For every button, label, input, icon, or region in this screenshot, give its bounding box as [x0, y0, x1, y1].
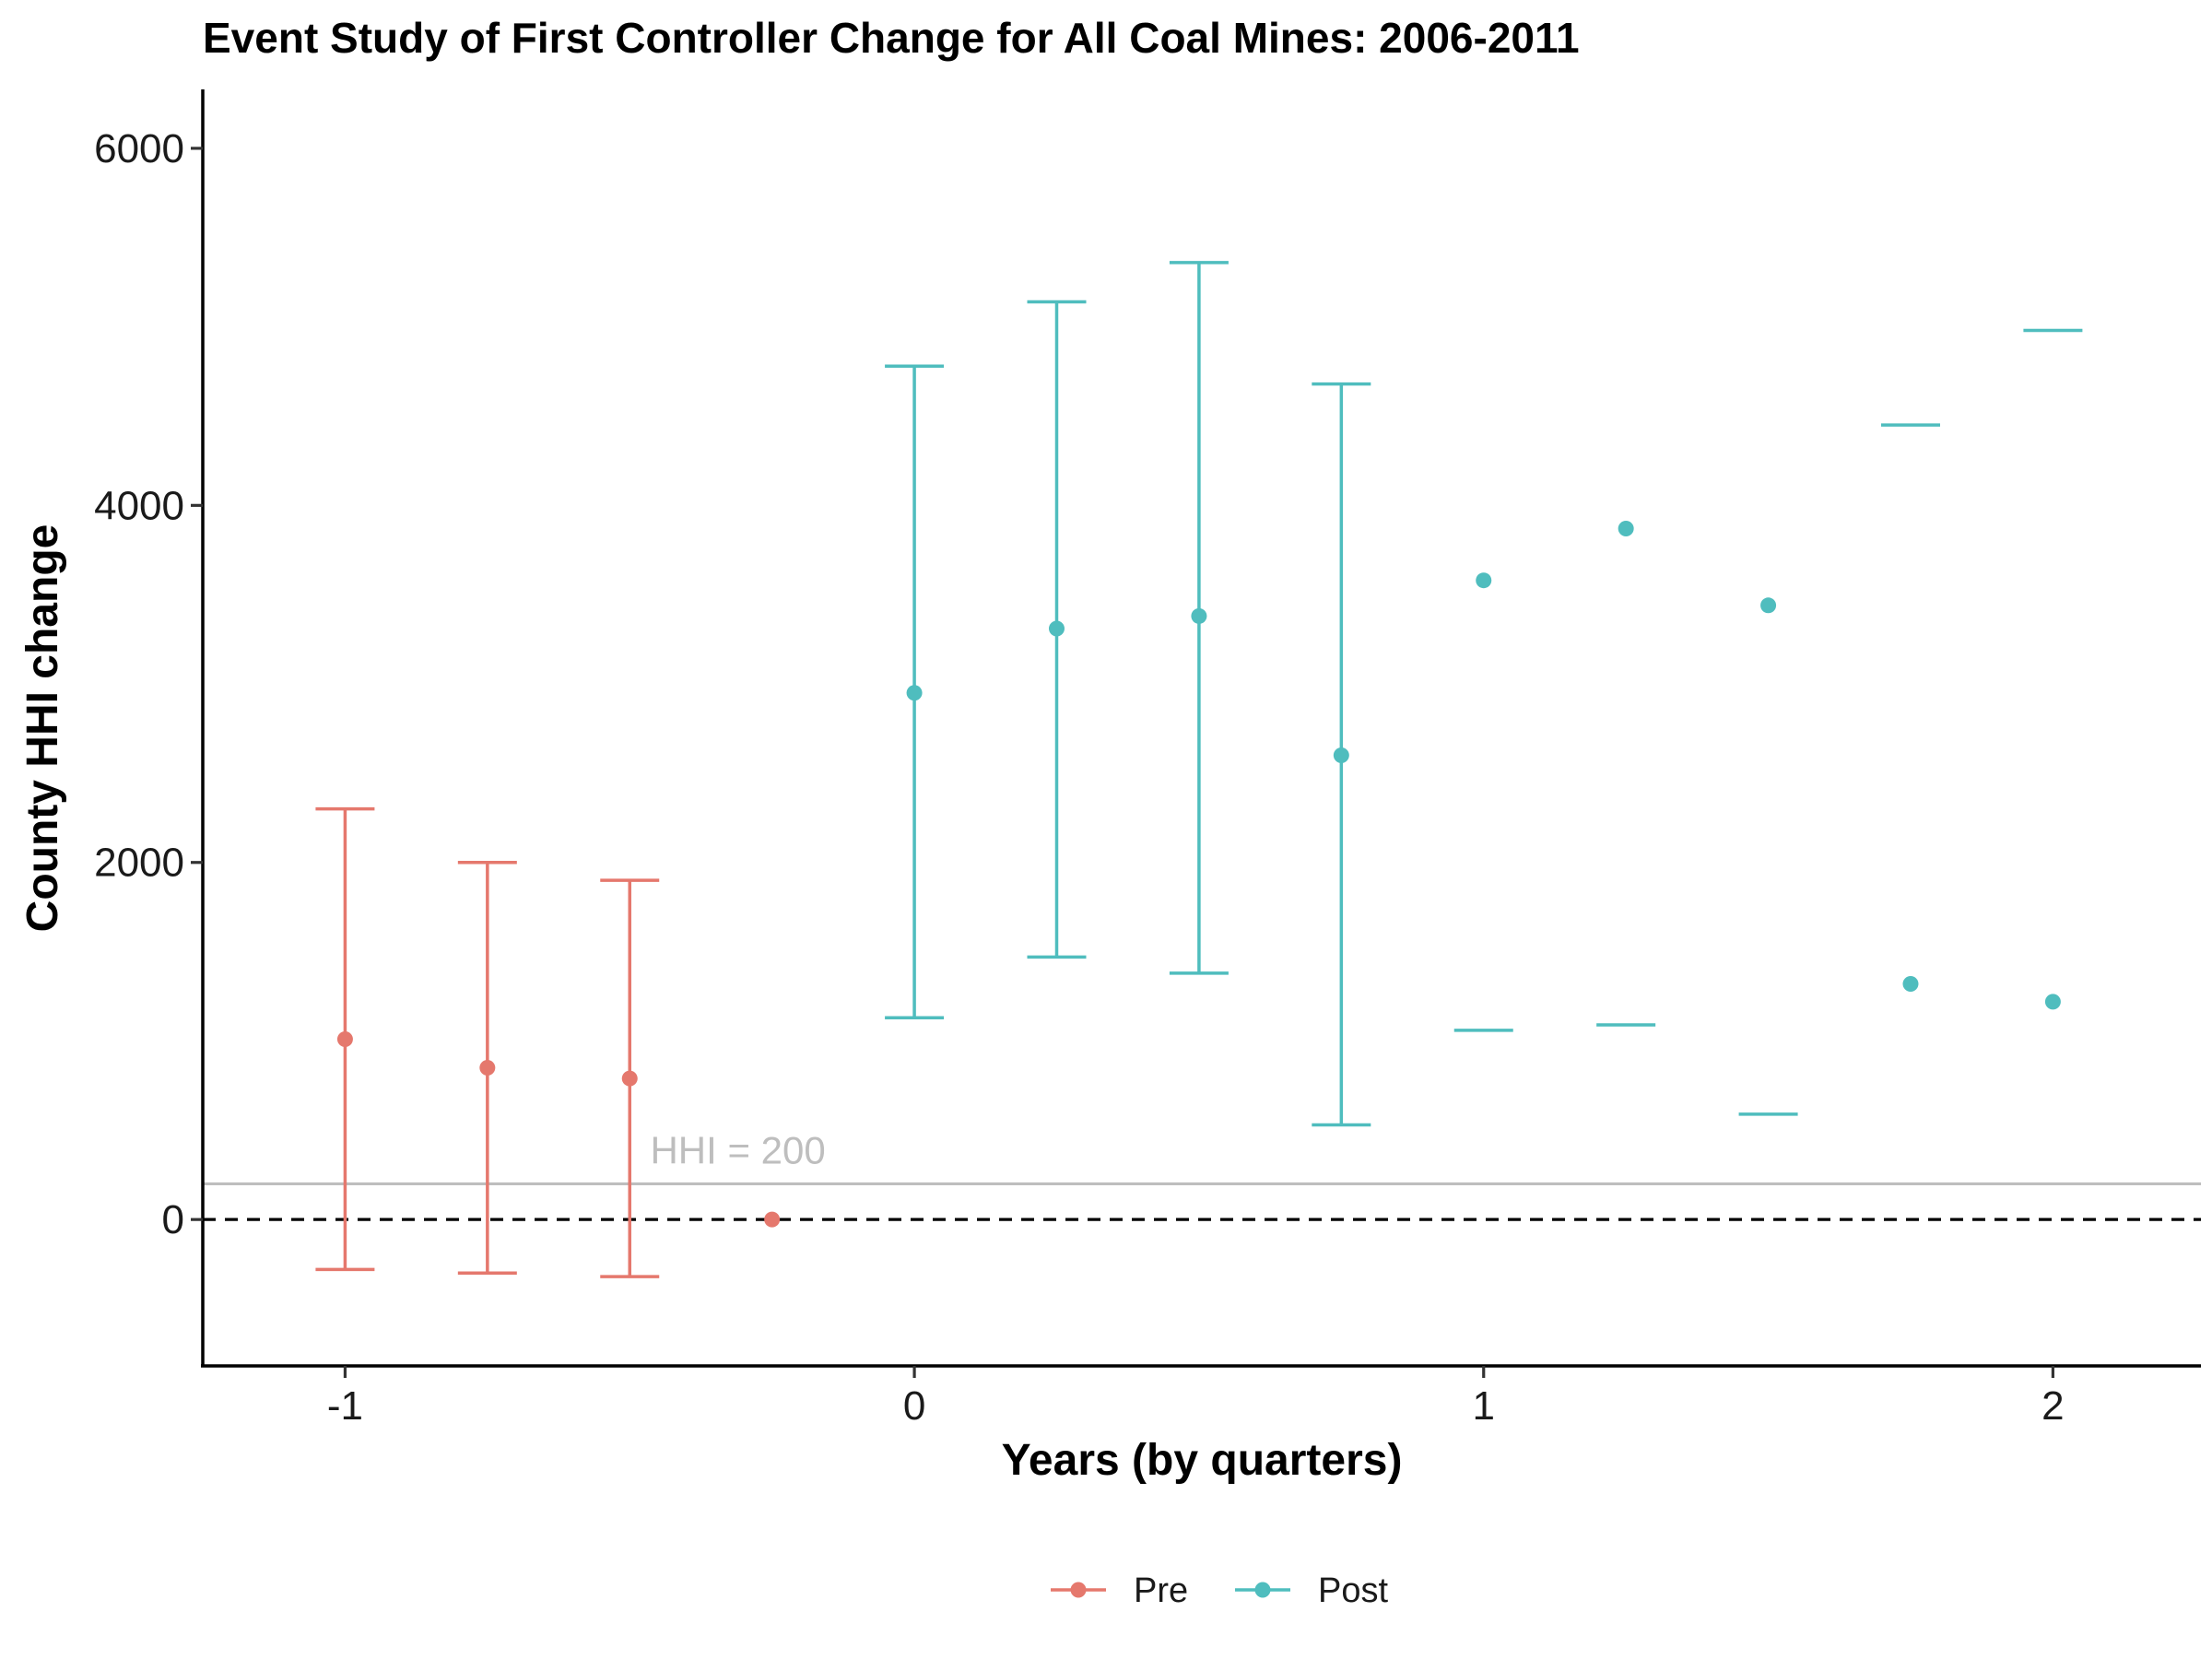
y-tick-label: 4000: [94, 483, 184, 528]
legend-pre-label: Pre: [1134, 1571, 1188, 1610]
y-axis-title: County HHI change: [18, 524, 67, 933]
post-point: [2044, 994, 2061, 1010]
x-axis-title: Years (by quarters): [1002, 1436, 1403, 1485]
legend: Pre Post: [1051, 1571, 1388, 1610]
post-point: [1476, 572, 1492, 589]
plot-area: HHI = 200: [203, 261, 2201, 1278]
x-tick-label: -1: [327, 1383, 363, 1429]
post-point: [1618, 521, 1634, 537]
y-tick-label: 6000: [94, 126, 184, 171]
legend-post-marker: [1254, 1582, 1271, 1598]
post-point: [1760, 597, 1777, 614]
post-point: [906, 685, 923, 701]
y-tick-label: 0: [162, 1197, 184, 1242]
post-point: [1333, 747, 1349, 764]
pre-point: [336, 1031, 353, 1048]
y-tick-label: 2000: [94, 841, 184, 886]
legend-post-label: Post: [1318, 1571, 1388, 1610]
pre-point: [479, 1060, 496, 1077]
x-tick-label: 1: [1473, 1383, 1495, 1429]
hhi-reference-label: HHI = 200: [650, 1128, 825, 1171]
post-point: [1048, 620, 1065, 637]
chart-title: Event Study of First Controller Change f…: [203, 14, 1580, 62]
post-point: [1191, 607, 1207, 624]
x-tick-label: 0: [903, 1383, 925, 1429]
pre-point: [764, 1211, 781, 1228]
pre-point: [621, 1070, 638, 1087]
post-point: [1902, 975, 1919, 992]
legend-pre-marker: [1070, 1582, 1087, 1598]
x-tick-label: 2: [2041, 1383, 2064, 1429]
axis-ticks: -1 0 1 2 0 2000 4000 6000: [94, 126, 2065, 1429]
